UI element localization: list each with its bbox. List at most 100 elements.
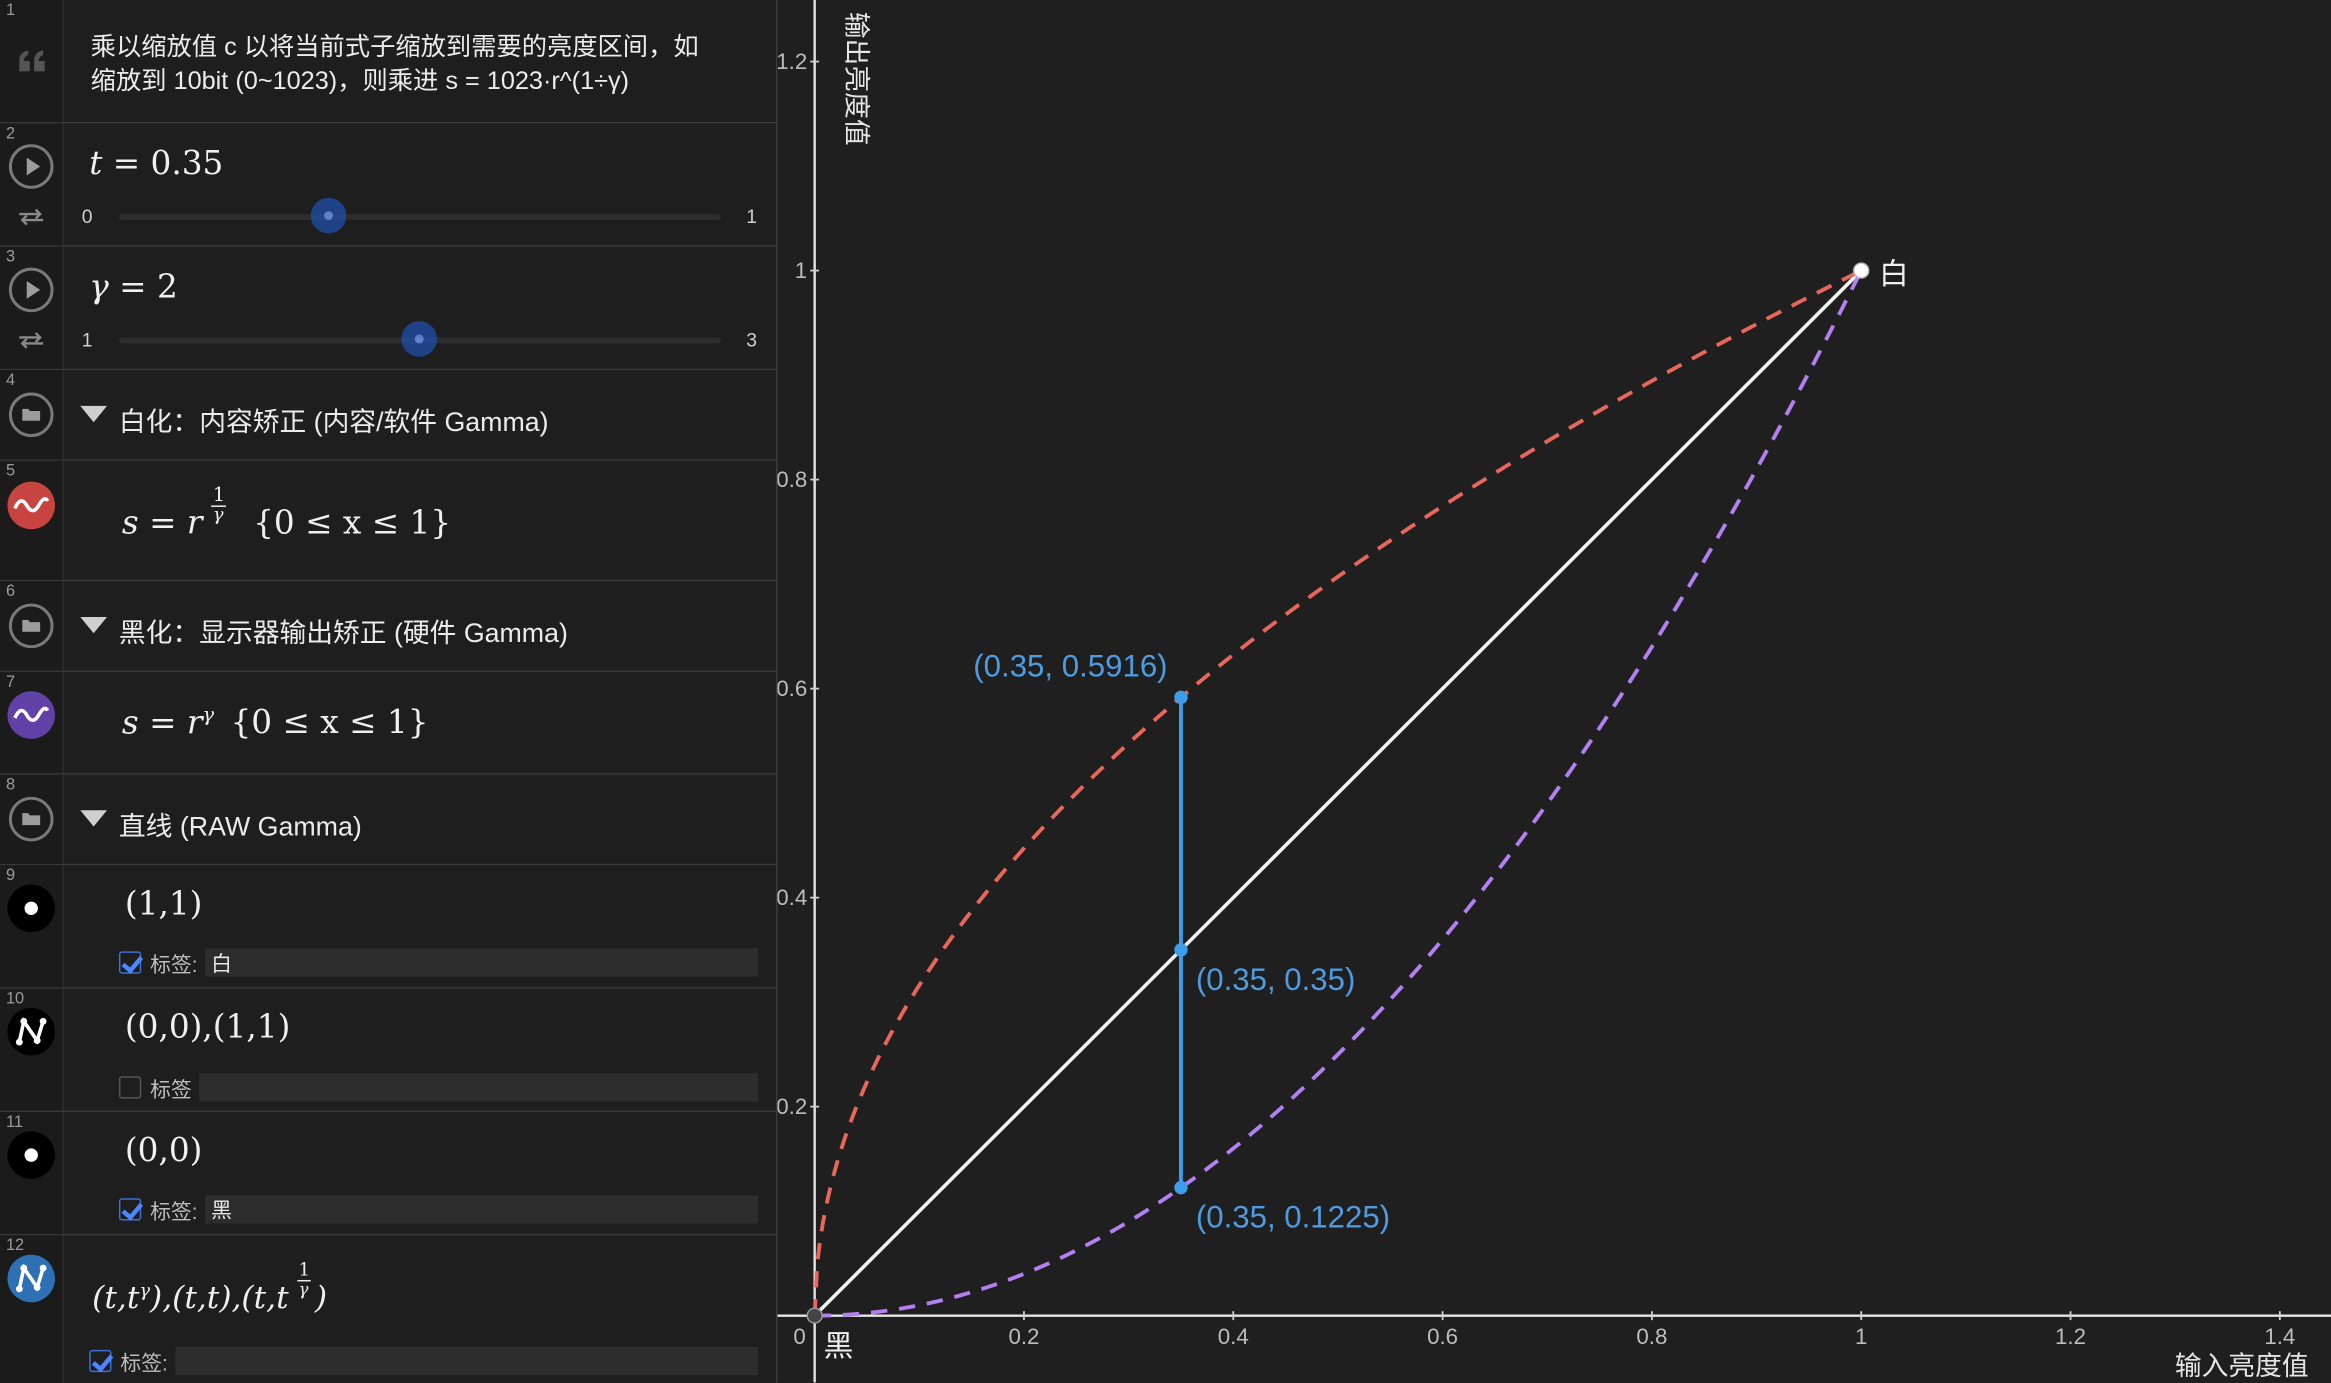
x-tick-label: 0.6 bbox=[1427, 1324, 1458, 1349]
row-gutter: 10 bbox=[0, 988, 64, 1111]
slider-row-gamma[interactable]: 3 γ = 2 1 3 bbox=[0, 246, 777, 371]
label-row: 标签: bbox=[118, 1195, 773, 1225]
folder-row-raw[interactable]: 8 直线 (RAW Gamma) bbox=[0, 774, 777, 866]
label-row: 标签: bbox=[89, 1346, 773, 1377]
row-gutter: 8 bbox=[0, 774, 64, 864]
label-input[interactable] bbox=[205, 1195, 759, 1224]
folder-icon bbox=[22, 813, 41, 826]
y-tick-label: 1.2 bbox=[777, 49, 807, 74]
row-number: 9 bbox=[5, 866, 16, 885]
note-row[interactable]: 1 乘以缩放值 c 以将当前式子缩放到需要的亮度区间，如 缩放到 10bit (… bbox=[0, 0, 777, 124]
t-point-label-upper: (0.35, 0.5916) bbox=[973, 649, 1167, 684]
folder-button[interactable] bbox=[8, 392, 54, 438]
folder-button[interactable] bbox=[8, 796, 54, 842]
slider-track[interactable] bbox=[118, 214, 722, 221]
loop-icon[interactable] bbox=[16, 205, 46, 229]
play-button[interactable] bbox=[8, 267, 54, 313]
label-row: 标签: bbox=[118, 948, 773, 978]
slider-expression[interactable]: γ = 2 bbox=[89, 269, 178, 306]
x-tick-label: 1.4 bbox=[2264, 1324, 2295, 1349]
folder-row-whiten[interactable]: 4 白化：内容矫正 (内容/软件 Gamma) bbox=[0, 370, 777, 461]
variable-name: t bbox=[89, 145, 103, 183]
variable-name: γ bbox=[89, 269, 109, 307]
y-tick-label: 1 bbox=[795, 258, 807, 283]
white-point-label: 白 bbox=[1879, 258, 1909, 291]
point-icon[interactable] bbox=[6, 883, 57, 934]
row-number: 4 bbox=[5, 371, 16, 390]
expr-domain: {0 ≤ x ≤ 1} bbox=[230, 705, 429, 743]
label-checkbox[interactable] bbox=[118, 1198, 142, 1221]
row-number: 8 bbox=[5, 776, 16, 794]
folder-title: 白化：内容矫正 (内容/软件 Gamma) bbox=[118, 407, 549, 438]
label-prefix: 标签: bbox=[150, 952, 198, 977]
label-checkbox[interactable] bbox=[118, 951, 142, 974]
x-tick-label: 0 bbox=[793, 1324, 805, 1349]
label-checkbox[interactable] bbox=[118, 1076, 142, 1099]
expr-lhs: s = r bbox=[121, 505, 203, 543]
purple-wave-icon[interactable] bbox=[6, 690, 57, 741]
play-icon bbox=[26, 157, 41, 176]
y-tick-label: 0.6 bbox=[777, 676, 807, 701]
slider-min: 0 bbox=[81, 205, 93, 228]
label-input[interactable] bbox=[205, 948, 759, 977]
expr-part-b: ),(t,t),(t,t bbox=[150, 1279, 289, 1316]
y-tick-label: 0.2 bbox=[777, 1094, 807, 1119]
slider-knob[interactable] bbox=[310, 197, 347, 234]
note-text[interactable]: 乘以缩放值 c 以将当前式子缩放到需要的亮度区间，如 缩放到 10bit (0~… bbox=[91, 30, 760, 98]
points-expression[interactable]: (t,tγ),(t,t),(t,t 1 γ ) bbox=[92, 1259, 328, 1316]
x-tick-label: 0.4 bbox=[1218, 1324, 1249, 1349]
play-button[interactable] bbox=[8, 144, 54, 189]
black-point bbox=[806, 1307, 823, 1324]
label-checkbox[interactable] bbox=[89, 1349, 112, 1373]
point-row-black[interactable]: 11 (0,0) 标签: bbox=[0, 1111, 777, 1236]
note-line-2: 缩放到 10bit (0~1023)，则乘进 s = 1023·r^(1÷γ) bbox=[90, 66, 630, 96]
folder-button[interactable] bbox=[8, 603, 54, 649]
play-icon bbox=[26, 280, 41, 299]
t-point bbox=[1174, 1180, 1188, 1195]
slider-row-t[interactable]: 2 t = 0.35 0 1 bbox=[0, 123, 777, 247]
label-input[interactable] bbox=[199, 1073, 759, 1102]
function-row-red[interactable]: 5 s = r 1 γ {0 ≤ x ≤ 1} bbox=[0, 460, 777, 582]
blackening-curve bbox=[814, 269, 1863, 1318]
folder-row-blacken[interactable]: 6 黑化：显示器输出矫正 (硬件 Gamma) bbox=[0, 581, 777, 672]
label-prefix: 标签: bbox=[120, 1351, 168, 1376]
variable-value: = 0.35 bbox=[112, 145, 224, 183]
exp-numerator: 1 bbox=[298, 1259, 310, 1280]
polyline-icon[interactable] bbox=[6, 1006, 57, 1057]
row-number: 10 bbox=[5, 990, 25, 1008]
row-number: 5 bbox=[5, 462, 16, 481]
row-gutter: 2 bbox=[0, 123, 64, 246]
y-tick-label: 0.4 bbox=[777, 885, 807, 910]
white-point bbox=[1853, 262, 1870, 279]
label-input[interactable] bbox=[175, 1346, 759, 1376]
point-expression[interactable]: (0,0) bbox=[124, 1132, 203, 1170]
exp-denominator: γ bbox=[298, 1279, 309, 1300]
row-gutter: 1 bbox=[0, 0, 64, 122]
graph-canvas[interactable]: 0 0.2 0.4 0.6 0.8 1 1.2 1.4 0.2 0.4 0.6 0.8 1 1.2 输入亮度… bbox=[777, 0, 2331, 1383]
slider-max: 1 bbox=[746, 205, 758, 228]
collapse-caret[interactable] bbox=[80, 810, 108, 827]
point-expression[interactable]: (1,1) bbox=[124, 886, 203, 924]
slider-knob[interactable] bbox=[401, 321, 438, 357]
function-row-purple[interactable]: 7 s = rγ {0 ≤ x ≤ 1} bbox=[0, 671, 777, 775]
loop-icon[interactable] bbox=[16, 329, 46, 353]
slider-expression[interactable]: t = 0.35 bbox=[89, 146, 223, 183]
red-wave-icon[interactable] bbox=[6, 480, 57, 531]
function-expression[interactable]: s = r 1 γ {0 ≤ x ≤ 1} bbox=[121, 485, 451, 543]
function-expression[interactable]: s = rγ {0 ≤ x ≤ 1} bbox=[122, 705, 429, 743]
points-row-t[interactable]: 12 (t,tγ),(t,t),(t,t 1 γ ) 标签: bbox=[0, 1235, 776, 1383]
point-icon[interactable] bbox=[6, 1130, 57, 1181]
collapse-caret[interactable] bbox=[80, 616, 108, 634]
blue-polyline-icon[interactable] bbox=[6, 1253, 57, 1304]
exponent-fraction: 1 γ bbox=[297, 1259, 315, 1308]
collapse-caret[interactable] bbox=[80, 405, 108, 423]
row-number: 11 bbox=[5, 1113, 23, 1132]
segment-expression[interactable]: (0,0),(1,1) bbox=[124, 1009, 291, 1047]
t-point-label-lower: (0.35, 0.1225) bbox=[1196, 1200, 1390, 1235]
row-gutter: 12 bbox=[0, 1235, 64, 1383]
segment-row[interactable]: 10 (0,0),(1,1) 标签 bbox=[0, 988, 777, 1112]
expr-part-d: ) bbox=[314, 1279, 328, 1316]
row-gutter: 5 bbox=[0, 460, 64, 580]
y-axis-label: 输出亮度值 bbox=[841, 12, 871, 146]
point-row-white[interactable]: 9 (1,1) 标签: bbox=[0, 865, 777, 989]
